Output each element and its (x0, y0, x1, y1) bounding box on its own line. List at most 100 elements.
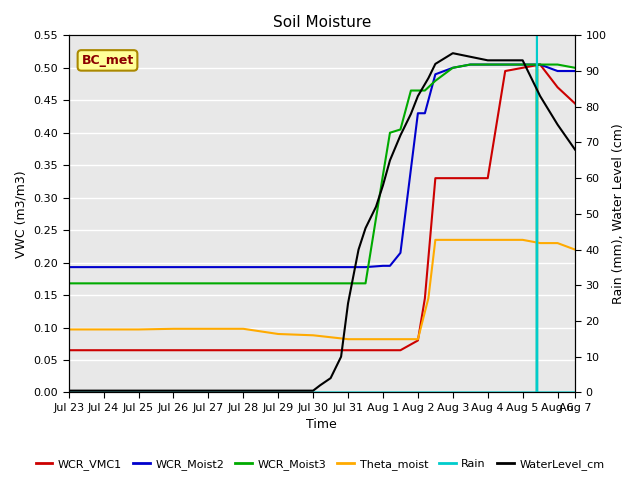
WCR_VMC1 (431, 175, 439, 181)
Theta_moist (467, 237, 474, 243)
WaterLevel_cm (372, 204, 380, 210)
WCR_Moist2 (362, 264, 369, 270)
WCR_Moist3 (484, 61, 492, 67)
WCR_Moist3 (519, 61, 527, 67)
WaterLevel_cm (100, 388, 108, 394)
Theta_moist (501, 237, 509, 243)
WCR_VMC1 (467, 175, 474, 181)
WCR_Moist3 (379, 172, 387, 178)
WaterLevel_cm (379, 182, 387, 188)
Theta_moist (275, 331, 282, 337)
Line: WaterLevel_cm: WaterLevel_cm (68, 53, 575, 391)
WCR_Moist2 (519, 61, 527, 67)
WaterLevel_cm (467, 54, 474, 60)
Theta_moist (571, 247, 579, 252)
WCR_VMC1 (100, 348, 108, 353)
WCR_Moist3 (65, 280, 72, 286)
WaterLevel_cm (355, 247, 362, 252)
Theta_moist (100, 326, 108, 332)
Rain (65, 390, 72, 396)
Theta_moist (519, 237, 527, 243)
WCR_Moist3 (571, 65, 579, 71)
Line: WCR_VMC1: WCR_VMC1 (68, 64, 575, 350)
WCR_VMC1 (571, 101, 579, 107)
Theta_moist (134, 326, 142, 332)
Line: Rain: Rain (68, 36, 575, 393)
WaterLevel_cm (134, 388, 142, 394)
WaterLevel_cm (501, 58, 509, 63)
WCR_VMC1 (134, 348, 142, 353)
WaterLevel_cm (554, 122, 561, 128)
WCR_Moist2 (536, 61, 544, 67)
Theta_moist (431, 237, 439, 243)
WaterLevel_cm (316, 383, 324, 388)
WCR_Moist3 (337, 280, 345, 286)
Theta_moist (327, 335, 335, 340)
WaterLevel_cm (431, 61, 439, 67)
Y-axis label: Rain (mm), Water Level (cm): Rain (mm), Water Level (cm) (612, 123, 625, 304)
WCR_Moist2 (351, 264, 359, 270)
WCR_VMC1 (309, 348, 317, 353)
Rain (534, 390, 541, 396)
WaterLevel_cm (571, 147, 579, 153)
WaterLevel_cm (275, 388, 282, 394)
WCR_Moist2 (554, 68, 561, 74)
WCR_Moist2 (239, 264, 247, 270)
WaterLevel_cm (536, 93, 544, 99)
WaterLevel_cm (407, 111, 415, 117)
Rain (571, 390, 579, 396)
WCR_Moist3 (351, 280, 359, 286)
WCR_Moist2 (386, 263, 394, 269)
WCR_Moist3 (532, 61, 540, 67)
WaterLevel_cm (424, 75, 432, 81)
WaterLevel_cm (519, 58, 527, 63)
WCR_VMC1 (205, 348, 212, 353)
WaterLevel_cm (344, 300, 352, 306)
WCR_Moist2 (571, 68, 579, 74)
WCR_VMC1 (379, 348, 387, 353)
WCR_Moist3 (449, 65, 457, 71)
WCR_Moist2 (421, 110, 429, 116)
WCR_VMC1 (239, 348, 247, 353)
WCR_Moist2 (431, 72, 439, 77)
WCR_Moist3 (533, 390, 541, 396)
WCR_VMC1 (501, 68, 509, 74)
WaterLevel_cm (239, 388, 247, 394)
Theta_moist (344, 336, 352, 342)
Theta_moist (309, 333, 317, 338)
Line: Theta_moist: Theta_moist (68, 240, 575, 339)
Text: BC_met: BC_met (81, 54, 134, 67)
Legend: WCR_VMC1, WCR_Moist2, WCR_Moist3, Theta_moist, Rain, WaterLevel_cm: WCR_VMC1, WCR_Moist2, WCR_Moist3, Theta_… (31, 455, 609, 474)
WCR_Moist3 (554, 61, 561, 67)
WCR_Moist2 (337, 264, 345, 270)
WaterLevel_cm (491, 58, 499, 63)
Title: Soil Moisture: Soil Moisture (273, 15, 371, 30)
WCR_VMC1 (397, 348, 404, 353)
WaterLevel_cm (386, 157, 394, 163)
WCR_Moist2 (467, 61, 474, 67)
WCR_Moist2 (414, 110, 422, 116)
WCR_VMC1 (536, 61, 544, 67)
WCR_VMC1 (449, 175, 457, 181)
Theta_moist (449, 237, 457, 243)
WCR_Moist3 (344, 280, 352, 286)
Y-axis label: VWC (m3/m3): VWC (m3/m3) (15, 170, 28, 258)
Theta_moist (205, 326, 212, 332)
WCR_VMC1 (170, 348, 177, 353)
WCR_Moist3 (501, 61, 509, 67)
WCR_Moist2 (327, 264, 335, 270)
WCR_Moist2 (344, 264, 352, 270)
Line: WCR_Moist3: WCR_Moist3 (68, 64, 575, 393)
WaterLevel_cm (484, 58, 492, 63)
WCR_Moist2 (501, 61, 509, 67)
WCR_Moist3 (534, 61, 541, 67)
Line: WCR_Moist2: WCR_Moist2 (68, 64, 575, 267)
WCR_VMC1 (65, 348, 72, 353)
WCR_Moist3 (431, 78, 439, 84)
WCR_Moist3 (397, 127, 404, 132)
WaterLevel_cm (397, 132, 404, 138)
WaterLevel_cm (362, 225, 369, 231)
Theta_moist (362, 336, 369, 342)
Theta_moist (484, 237, 492, 243)
WaterLevel_cm (205, 388, 212, 394)
